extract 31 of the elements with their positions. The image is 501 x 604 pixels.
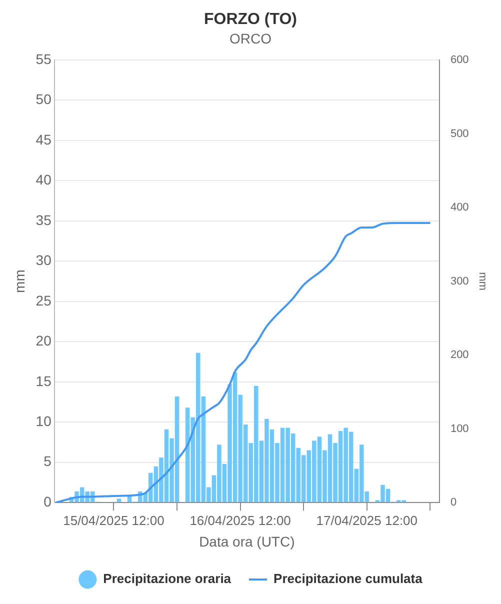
x-tick-label: 15/04/2025 12:00: [63, 512, 164, 528]
y2-tick-label: 500: [450, 128, 469, 140]
bar: [116, 498, 122, 502]
legend-label: Precipitazione oraria: [103, 571, 232, 586]
y-tick-label: 55: [36, 50, 52, 67]
y2-tick-label: 300: [450, 275, 469, 288]
y-tick-label: 30: [36, 252, 52, 268]
y-tick-label: 40: [36, 172, 52, 188]
x-tick-label: 16/04/2025 12:00: [190, 512, 291, 528]
legend-label: Precipitazione cumulata: [274, 571, 424, 586]
y-axis-title: mm: [11, 270, 28, 293]
y-tick-label: 20: [36, 332, 52, 349]
line-series: [54, 222, 432, 503]
y-tick-label: 0: [44, 493, 52, 510]
y2-tick-label: 100: [450, 422, 469, 435]
y2-tick-label: 600: [450, 54, 469, 66]
y-tick-label: 45: [36, 131, 52, 148]
y-tick-label: 50: [36, 91, 52, 108]
chart-subtitle: ORCO: [230, 30, 272, 46]
x-axis-title: Data ora (UTC): [199, 533, 295, 550]
y2-tick-label: 0: [450, 496, 457, 509]
y-tick-label: 15: [36, 372, 52, 389]
y2-axis-title: mm: [476, 272, 488, 290]
y2-tick-label: 200: [450, 349, 469, 362]
y-tick-label: 25: [36, 292, 52, 308]
y-tick-label: 5: [44, 453, 52, 470]
y-tick-label: 35: [36, 212, 52, 228]
x-tick-label: 17/04/2025 12:00: [316, 512, 418, 528]
y2-tick-label: 400: [450, 202, 469, 214]
chart-title: FORZO (TO): [204, 11, 298, 28]
y-tick-label: 10: [36, 412, 52, 429]
